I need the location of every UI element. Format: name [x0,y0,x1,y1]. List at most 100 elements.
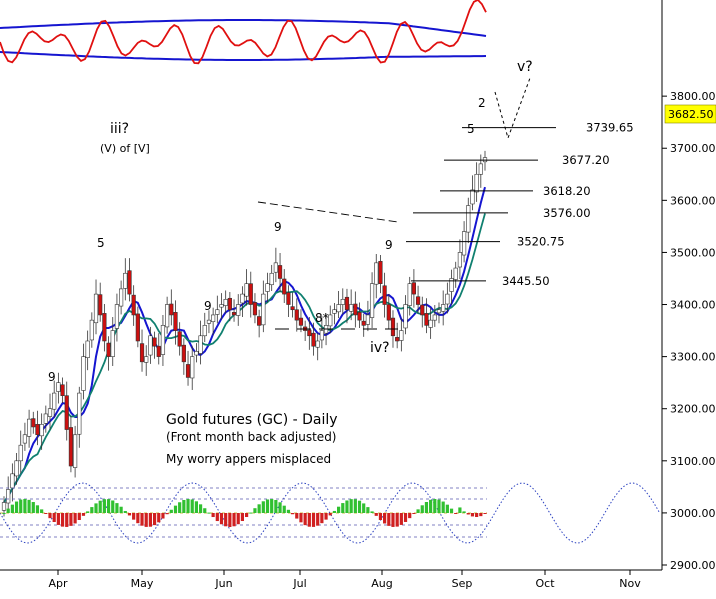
histogram-bar [136,513,140,524]
candle-body [445,293,450,305]
histogram-bar [449,508,454,513]
candle-body [127,270,132,295]
histogram-bar [387,513,391,526]
wave-label-iv: iv? [370,340,390,356]
histogram-bar [424,501,429,513]
upper-band-line [0,19,487,37]
candle-body [148,335,153,356]
candle-body [114,304,120,329]
candle-body [43,413,48,424]
histogram-bar [416,509,420,513]
candle-body [31,418,36,428]
histogram-bar [378,513,383,521]
candle-body [211,314,216,323]
y-tick-label: 3800.00 [670,90,716,103]
candle-body [139,343,145,363]
histogram-bar [441,501,445,513]
histogram-bar [132,513,136,520]
histogram-bar [395,513,399,527]
histogram-bar [391,513,395,527]
chart-subtitle: (Front month back adjusted) [166,430,337,444]
level-label: 3677.20 [562,153,610,167]
histogram-bar [349,499,353,513]
histogram-bar [299,513,303,523]
candle-body [202,325,207,337]
wave-label-iii: iii? [110,121,129,137]
chart-title: Gold futures (GC) - Daily [166,412,338,428]
histogram-bar [6,508,10,513]
histogram-bar [111,500,115,513]
candle-body [198,335,203,354]
candle-body [206,319,212,324]
candle-body [340,299,345,305]
candle-body [457,252,463,268]
candle-body [424,313,429,326]
candle-body [240,293,245,304]
candle-body [349,304,354,312]
x-tick-label: Apr [48,577,68,590]
candle-body [244,283,249,297]
count-label-8star-jul: 8* [315,311,329,325]
histogram-bar [194,501,198,513]
candle-body [466,205,471,233]
candle-body [436,309,442,314]
histogram-bar [370,511,374,513]
candle-body [269,272,274,286]
histogram-bar [27,499,31,513]
histogram-bar [115,503,119,513]
level-label: 3576.00 [543,206,591,220]
histogram-bar [412,513,416,514]
y-tick-label: 2900.00 [670,559,716,572]
last-price-badge: 3682.50 [664,104,716,124]
histogram-bar [186,499,190,513]
candle-body [131,294,136,316]
candle-body [219,304,224,308]
level-label: 3739.65 [586,121,634,135]
histogram-bar [324,513,328,520]
level-label: 3618.20 [543,184,591,198]
candle-body [236,304,241,316]
candle-body [415,296,421,305]
candle-body [6,489,11,504]
histogram-bar [470,513,475,517]
candle-body [361,320,366,326]
histogram-bar [219,513,224,525]
candle-body [315,340,320,348]
histogram-bar [357,500,362,513]
histogram-bar [433,499,437,513]
histogram-bar [337,506,341,513]
histogram-bar [403,513,408,522]
histogram-bar [224,513,228,527]
histogram-bar [236,513,240,525]
histogram-bar [320,513,324,524]
histogram-bar [215,513,219,522]
histogram-bar [127,513,132,516]
candle-body [428,319,433,328]
y-tick-label: 3600.00 [670,194,716,207]
candle-body [215,309,220,315]
candle-body [93,293,99,324]
histogram-bar [282,505,286,513]
histogram-bar [466,513,470,515]
histogram-bar [328,513,332,516]
y-tick-label: 3100.00 [670,455,716,468]
candle-body [231,312,237,316]
candle-body [461,231,467,256]
candle-body [399,330,404,341]
histogram-bar [445,504,449,513]
candle-body [156,345,161,357]
histogram-bar [278,502,282,513]
y-tick-label: 3400.00 [670,299,716,312]
histogram-bar [295,513,299,519]
candle-body [169,303,174,316]
histogram-bar [94,503,98,513]
candle-body [432,314,437,321]
count-label-9-aug: 9 [385,238,393,252]
level-label: 3520.75 [517,235,565,249]
candle-body [10,473,15,489]
candle-body [110,330,115,357]
candle-body [60,384,65,396]
candle-body [227,297,232,311]
candle-body [123,272,128,289]
histogram-bar [475,513,479,517]
